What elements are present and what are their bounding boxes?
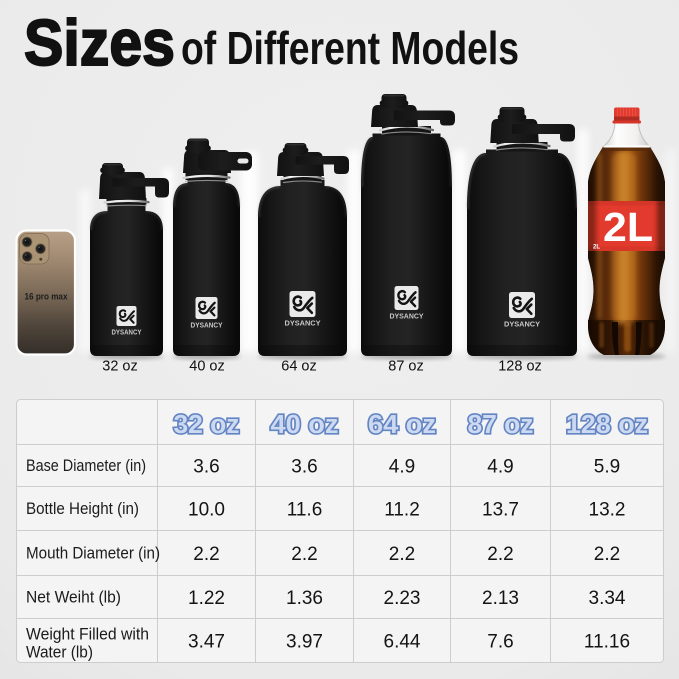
svg-text:128 oz: 128 oz bbox=[566, 411, 648, 439]
svg-text:2.13: 2.13 bbox=[482, 588, 519, 609]
svg-text:11.6: 11.6 bbox=[287, 500, 323, 521]
svg-text:32 oz: 32 oz bbox=[102, 359, 137, 375]
svg-text:2.2: 2.2 bbox=[193, 544, 219, 565]
svg-text:2L: 2L bbox=[603, 204, 653, 250]
svg-text:DYSANCY: DYSANCY bbox=[504, 322, 540, 329]
svg-text:11.2: 11.2 bbox=[384, 500, 420, 521]
svg-text:3.6: 3.6 bbox=[193, 457, 219, 478]
svg-text:7.6: 7.6 bbox=[487, 632, 513, 653]
svg-text:16 pro max: 16 pro max bbox=[25, 292, 68, 302]
svg-text:2.2: 2.2 bbox=[487, 544, 513, 565]
svg-text:1.36: 1.36 bbox=[286, 588, 323, 609]
svg-text:3.6: 3.6 bbox=[291, 457, 317, 478]
svg-text:13.2: 13.2 bbox=[589, 500, 626, 521]
svg-text:4.9: 4.9 bbox=[389, 457, 415, 478]
svg-text:DYSANCY: DYSANCY bbox=[285, 321, 321, 328]
svg-text:5.9: 5.9 bbox=[594, 457, 620, 478]
svg-text:Weight Filled with: Weight Filled with bbox=[26, 625, 149, 644]
svg-text:10.0: 10.0 bbox=[188, 500, 225, 521]
svg-text:13.7: 13.7 bbox=[482, 500, 519, 521]
svg-text:2L: 2L bbox=[593, 245, 600, 251]
svg-text:Bottle Height (in): Bottle Height (in) bbox=[26, 499, 139, 518]
svg-text:40 oz: 40 oz bbox=[271, 411, 339, 439]
svg-text:DYSANCY: DYSANCY bbox=[112, 330, 142, 337]
svg-text:87 oz: 87 oz bbox=[468, 411, 534, 439]
svg-text:6.44: 6.44 bbox=[384, 632, 421, 653]
svg-text:64 oz: 64 oz bbox=[368, 411, 436, 439]
svg-text:Sizes: Sizes bbox=[24, 6, 175, 79]
svg-text:64 oz: 64 oz bbox=[281, 359, 316, 375]
svg-text:2.23: 2.23 bbox=[384, 588, 421, 609]
svg-text:3.97: 3.97 bbox=[286, 632, 323, 653]
svg-text:128 oz: 128 oz bbox=[498, 359, 542, 375]
svg-text:2.2: 2.2 bbox=[291, 544, 317, 565]
svg-text:87 oz: 87 oz bbox=[388, 359, 423, 375]
svg-text:1.22: 1.22 bbox=[188, 588, 225, 609]
svg-text:Base Diameter (in): Base Diameter (in) bbox=[26, 456, 146, 475]
svg-text:Water (lb): Water (lb) bbox=[26, 643, 93, 662]
svg-text:DYSANCY: DYSANCY bbox=[390, 314, 424, 321]
svg-text:4.9: 4.9 bbox=[487, 457, 513, 478]
svg-text:40 oz: 40 oz bbox=[189, 359, 224, 375]
svg-text:2.2: 2.2 bbox=[594, 544, 620, 565]
svg-text:32 oz: 32 oz bbox=[174, 411, 240, 439]
svg-text:2.2: 2.2 bbox=[389, 544, 415, 565]
svg-text:Net Weiht (lb): Net Weiht (lb) bbox=[26, 588, 121, 607]
svg-text:Mouth Diameter (in): Mouth Diameter (in) bbox=[26, 544, 160, 563]
svg-text:11.16: 11.16 bbox=[584, 632, 630, 653]
svg-text:3.34: 3.34 bbox=[589, 588, 626, 609]
svg-text:3.47: 3.47 bbox=[188, 632, 225, 653]
svg-text:of Different Models: of Different Models bbox=[181, 22, 519, 74]
svg-text:DYSANCY: DYSANCY bbox=[191, 323, 223, 330]
